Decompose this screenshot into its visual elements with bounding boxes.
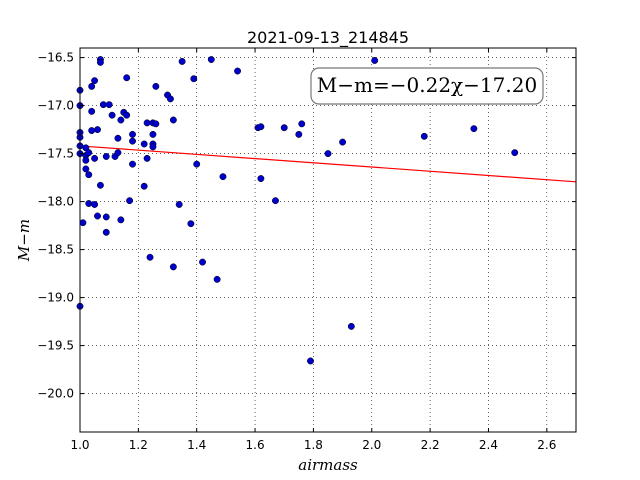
data-point bbox=[108, 111, 116, 119]
data-point bbox=[94, 212, 101, 220]
data-point bbox=[117, 116, 125, 124]
data-point bbox=[187, 220, 195, 228]
data-point bbox=[511, 149, 519, 157]
data-point bbox=[129, 137, 136, 145]
fit-line bbox=[79, 145, 577, 183]
y-tick-label: −17.0 bbox=[37, 99, 74, 113]
data-point bbox=[129, 160, 136, 168]
data-point bbox=[96, 181, 104, 189]
data-point bbox=[114, 149, 122, 157]
data-point bbox=[82, 165, 90, 173]
data-point bbox=[96, 58, 104, 66]
data-point bbox=[257, 175, 265, 183]
x-tick-label: 1.2 bbox=[129, 438, 148, 452]
data-point bbox=[169, 116, 177, 124]
data-point bbox=[219, 173, 227, 181]
data-point bbox=[91, 201, 99, 208]
x-tick-label: 1.0 bbox=[70, 438, 89, 452]
data-point bbox=[257, 123, 265, 131]
data-point bbox=[91, 77, 99, 85]
data-point bbox=[149, 130, 157, 138]
data-point bbox=[193, 160, 201, 168]
data-point bbox=[347, 322, 355, 330]
x-tick-label: 2.0 bbox=[362, 438, 381, 452]
data-point bbox=[213, 275, 221, 283]
data-point bbox=[420, 132, 428, 140]
data-point bbox=[123, 111, 131, 119]
data-point bbox=[166, 95, 174, 103]
data-point bbox=[88, 107, 96, 115]
grid-lines bbox=[80, 48, 576, 432]
data-point bbox=[102, 213, 110, 221]
data-point bbox=[129, 130, 136, 138]
data-point bbox=[234, 67, 242, 75]
data-point bbox=[169, 263, 177, 271]
data-point bbox=[143, 119, 151, 127]
data-point bbox=[88, 82, 96, 90]
data-point bbox=[190, 75, 198, 83]
data-point bbox=[175, 201, 183, 208]
y-axis-label: M−m bbox=[15, 219, 33, 262]
data-points bbox=[76, 56, 519, 365]
y-tick-label: −19.0 bbox=[37, 291, 74, 305]
x-tick-label: 1.8 bbox=[304, 438, 323, 452]
data-point bbox=[140, 140, 148, 148]
data-point bbox=[94, 126, 101, 134]
data-point bbox=[99, 101, 107, 109]
data-point bbox=[102, 153, 110, 160]
data-point bbox=[298, 120, 306, 128]
annotation-box bbox=[310, 67, 544, 105]
data-point bbox=[140, 182, 148, 190]
data-point bbox=[280, 124, 288, 132]
plot-frame bbox=[79, 47, 577, 433]
data-point bbox=[105, 101, 113, 109]
data-point bbox=[146, 253, 154, 261]
x-tick-label: 1.6 bbox=[246, 438, 265, 452]
data-point bbox=[207, 56, 215, 63]
data-point bbox=[272, 197, 279, 205]
x-tick-label: 1.4 bbox=[187, 438, 206, 452]
x-tick-label: 2.6 bbox=[537, 438, 556, 452]
data-point bbox=[295, 130, 303, 138]
y-tick-label: −18.0 bbox=[37, 195, 74, 209]
data-point bbox=[79, 219, 87, 227]
data-point bbox=[123, 74, 131, 82]
fit-annotation: M−m=−0.22χ−17.20 bbox=[310, 67, 544, 105]
y-tick-label: −17.5 bbox=[37, 147, 74, 161]
data-point bbox=[324, 150, 332, 158]
data-point bbox=[126, 197, 134, 205]
data-point bbox=[102, 228, 110, 236]
y-tick-label: −18.5 bbox=[37, 243, 74, 257]
data-point bbox=[91, 154, 99, 162]
data-point bbox=[149, 143, 157, 151]
x-tick-label: 2.2 bbox=[421, 438, 440, 452]
y-tick-label: −16.5 bbox=[37, 51, 74, 65]
x-tick-label: 2.4 bbox=[479, 438, 498, 452]
fit-line-group bbox=[79, 145, 577, 183]
data-point bbox=[152, 82, 160, 90]
data-point bbox=[371, 57, 379, 64]
y-tick-label: −19.5 bbox=[37, 339, 74, 353]
data-point bbox=[143, 154, 151, 162]
data-point bbox=[85, 200, 93, 207]
data-point bbox=[470, 125, 478, 133]
data-point bbox=[85, 149, 93, 157]
x-axis-ticks: 1.0 1.2 1.4 1.6 1.8 2.0 2.2 2.4 2.6 bbox=[70, 48, 556, 452]
chart-title: 2021-09-13_214845 bbox=[247, 28, 409, 48]
data-point bbox=[88, 127, 96, 135]
x-axis-label: airmass bbox=[298, 456, 358, 474]
data-point bbox=[307, 357, 314, 365]
annotation-text: M−m=−0.22χ−17.20 bbox=[317, 73, 537, 97]
data-point bbox=[114, 134, 122, 142]
y-axis-ticks: −16.5 −17.0 −17.5 −18.0 −18.5 −19.0 −19.5 −20.0 bbox=[37, 51, 576, 401]
data-point bbox=[85, 171, 93, 179]
data-point bbox=[339, 138, 347, 146]
data-point bbox=[199, 258, 206, 266]
data-point bbox=[178, 57, 186, 65]
data-point bbox=[117, 216, 125, 224]
data-point bbox=[152, 120, 160, 128]
y-tick-label: −20.0 bbox=[37, 387, 74, 401]
data-point bbox=[82, 156, 90, 164]
